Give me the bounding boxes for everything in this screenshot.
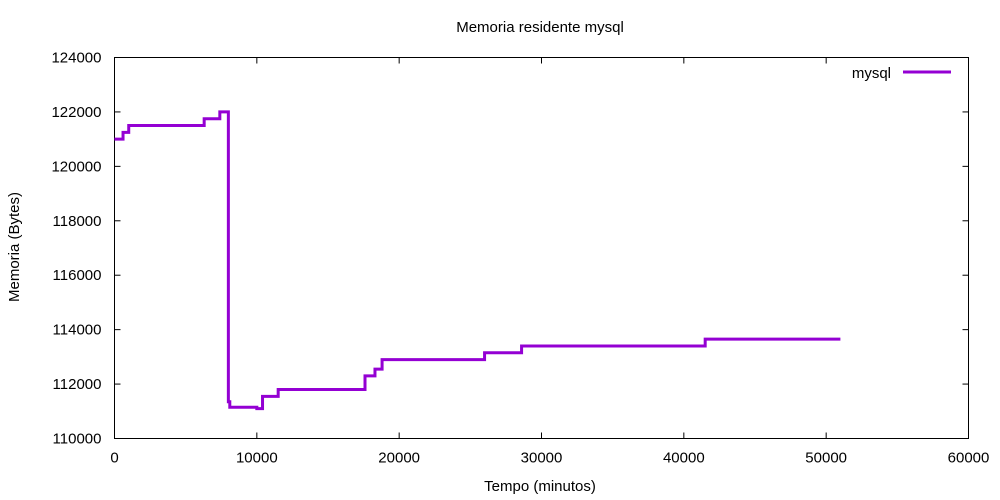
x-tick-label: 10000 bbox=[236, 450, 278, 467]
x-tick-label: 20000 bbox=[378, 450, 420, 467]
y-tick-label: 112000 bbox=[53, 376, 102, 393]
y-axis: 110000 112000 114000 116000 118000 120000 1220… bbox=[51, 50, 969, 448]
y-tick-label: 120000 bbox=[51, 158, 101, 175]
legend: mysql bbox=[852, 65, 951, 82]
x-axis-label: Tempo (minutos) bbox=[484, 478, 596, 495]
x-axis: 0 10000 20000 30000 40000 50000 60000 bbox=[110, 57, 990, 467]
y-tick-label: 122000 bbox=[51, 104, 101, 121]
x-tick-label: 50000 bbox=[805, 450, 847, 467]
y-tick-label: 124000 bbox=[51, 50, 101, 67]
x-tick-label: 60000 bbox=[948, 450, 990, 467]
y-tick-label: 116000 bbox=[53, 267, 102, 284]
x-tick-label: 30000 bbox=[521, 450, 563, 467]
x-tick-label: 40000 bbox=[663, 450, 705, 467]
plot-area-border bbox=[114, 57, 969, 439]
y-tick-label: 118000 bbox=[53, 213, 102, 230]
chart-title: Memoria residente mysql bbox=[456, 19, 624, 36]
x-tick-label: 0 bbox=[110, 450, 118, 467]
legend-label-mysql: mysql bbox=[852, 65, 891, 82]
y-tick-label: 110000 bbox=[53, 431, 102, 448]
series-line-mysql bbox=[114, 110, 841, 411]
series-layer bbox=[114, 110, 841, 411]
y-axis-label: Memoria (Bytes) bbox=[6, 192, 23, 302]
y-tick-label: 114000 bbox=[53, 322, 102, 339]
